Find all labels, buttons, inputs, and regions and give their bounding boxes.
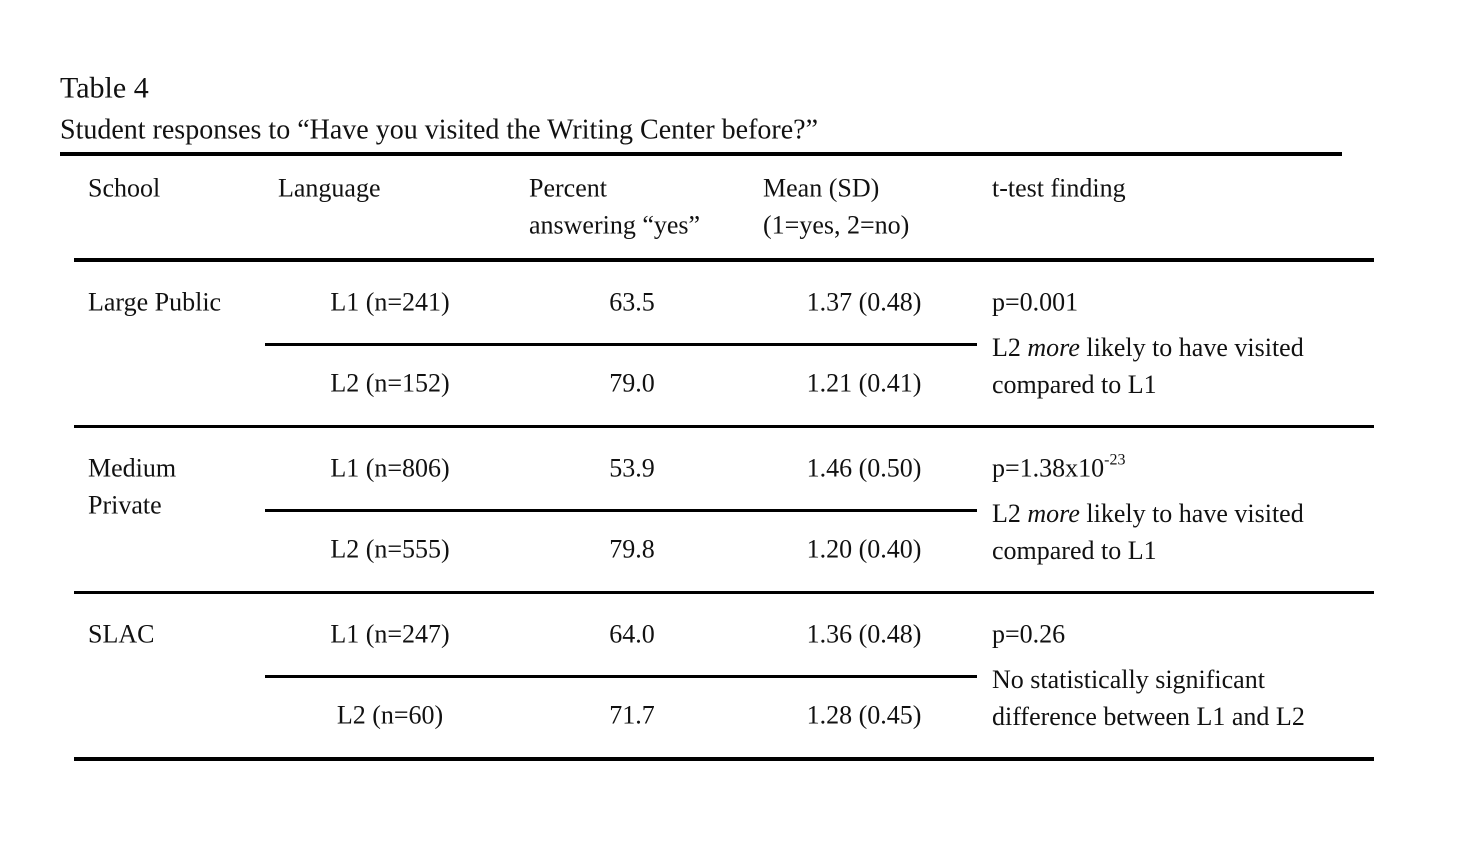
table-label: Table 4 <box>60 71 149 105</box>
p-value-base: p=1.38x10 <box>992 453 1105 483</box>
group-rule <box>74 757 1374 761</box>
school-cell: Large Public <box>88 287 222 317</box>
header-cell: School <box>88 173 161 203</box>
header-cell: t-test finding <box>992 173 1126 203</box>
data-cell: 1.28 (0.45) <box>806 700 922 730</box>
data-cell: 79.0 <box>609 368 655 398</box>
data-cell: 1.21 (0.41) <box>806 368 922 398</box>
data-cell: 53.9 <box>609 453 655 483</box>
note-text: L2 <box>992 499 1021 528</box>
note-emphasis: more <box>1027 499 1080 528</box>
row-rule <box>265 509 977 512</box>
group-rule <box>74 591 1374 594</box>
note-text: likely to have visited compared to L1 <box>992 499 1304 565</box>
p-value-exponent: -23 <box>1104 451 1126 469</box>
data-cell: L2 (n=555) <box>330 534 450 564</box>
p-value: p=0.001 <box>992 287 1079 317</box>
data-cell: 1.37 (0.48) <box>806 287 922 317</box>
finding-note: L2 more likely to have visited compared … <box>992 495 1337 569</box>
data-cell: L1 (n=806) <box>330 453 450 483</box>
header-cell: answering “yes” <box>529 210 701 240</box>
p-value: p=0.26 <box>992 619 1066 649</box>
header-cell: (1=yes, 2=no) <box>763 210 910 240</box>
school-cell: Medium <box>88 453 177 483</box>
top-rule <box>60 152 1342 156</box>
data-cell: 64.0 <box>609 619 655 649</box>
data-cell: L2 (n=60) <box>336 700 444 730</box>
group-rule <box>74 425 1374 428</box>
row-rule <box>265 675 977 678</box>
note-emphasis: more <box>1027 333 1080 362</box>
data-cell: 1.36 (0.48) <box>806 619 922 649</box>
header-cell: Percent <box>529 173 607 203</box>
data-cell: 63.5 <box>609 287 655 317</box>
data-cell: L2 (n=152) <box>330 368 450 398</box>
data-cell: 1.20 (0.40) <box>806 534 922 564</box>
table-caption: Student responses to “Have you visited t… <box>60 114 819 146</box>
data-cell: 71.7 <box>609 700 655 730</box>
header-cell: Mean (SD) <box>763 173 880 203</box>
data-cell: L1 (n=247) <box>330 619 450 649</box>
header-cell: Language <box>278 173 381 203</box>
finding-note: L2 more likely to have visited compared … <box>992 329 1337 403</box>
data-cell: 1.46 (0.50) <box>806 453 922 483</box>
data-cell: 79.8 <box>609 534 655 564</box>
note-text: likely to have visited compared to L1 <box>992 333 1304 399</box>
school-cell: SLAC <box>88 619 155 649</box>
row-rule <box>265 343 977 346</box>
school-cell: Private <box>88 490 162 520</box>
data-cell: L1 (n=241) <box>330 287 450 317</box>
finding-note: No statistically significant difference … <box>992 665 1305 731</box>
p-value: p=1.38x10-23 <box>992 450 1126 487</box>
note-text: L2 <box>992 333 1021 362</box>
header-rule <box>74 258 1374 262</box>
